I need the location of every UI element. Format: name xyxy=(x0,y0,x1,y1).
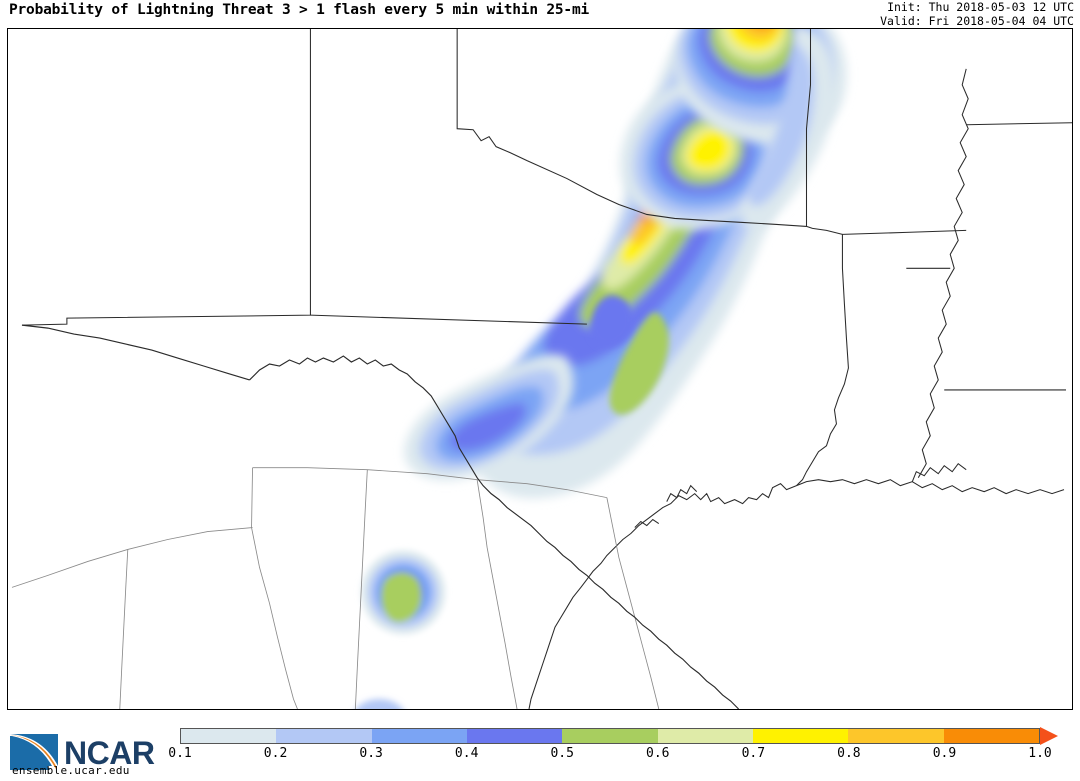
border-new-mexico xyxy=(21,29,311,326)
contour-eastern-halo xyxy=(741,29,836,228)
contour-isolated-cell-sw-texas xyxy=(361,550,446,635)
colorbar-tick-0.5: 0.5 xyxy=(550,746,574,761)
valid-time: Valid: Fri 2018-05-04 04 UTC xyxy=(880,13,1074,28)
colorbar: 0.1 0.2 0.3 0.4 0.5 0.6 0.7 0.8 0.9 1.0 xyxy=(168,727,1064,761)
colorbar-band-0 xyxy=(181,729,277,743)
colorbar-extend-arrow xyxy=(1040,727,1058,745)
colorbar-band-4 xyxy=(562,729,658,743)
colorbar-tick-0.4: 0.4 xyxy=(454,746,479,761)
colorbar-tick-1.0: 1.0 xyxy=(1028,746,1052,761)
init-time: Init: Thu 2018-05-03 12 UTC xyxy=(887,0,1074,14)
colorbar-tick-0.3: 0.3 xyxy=(359,746,383,761)
colorbar-band-6 xyxy=(752,729,849,743)
ncar-url: ensemble.ucar.edu xyxy=(12,764,130,777)
map-frame xyxy=(7,28,1073,710)
colorbar-tick-0.9: 0.9 xyxy=(932,746,957,761)
border-mississippi-river xyxy=(917,68,969,478)
colorbar-tick-0.8: 0.8 xyxy=(837,746,861,761)
border-mexico-states xyxy=(11,467,660,709)
map-borders xyxy=(21,29,1072,709)
border-rio-grande xyxy=(21,324,740,709)
coastline-louisiana xyxy=(796,479,1065,495)
ncar-logo-mark xyxy=(10,734,58,770)
border-oklahoma xyxy=(456,29,528,162)
colorbar-band-8 xyxy=(943,729,1039,743)
colorbar-tick-0.7: 0.7 xyxy=(741,746,766,761)
colorbar-band-5 xyxy=(657,729,753,743)
colorbar-tick-labels: 0.1 0.2 0.3 0.4 0.5 0.6 0.7 0.8 0.9 1.0 xyxy=(168,746,1051,766)
colorbar-tick-0.2: 0.2 xyxy=(263,746,288,761)
contour-southwest-tail xyxy=(404,354,574,481)
border-texas-ne xyxy=(796,234,849,487)
colorbar-band-1 xyxy=(276,729,372,743)
ncar-logo: NCAR xyxy=(6,726,171,778)
colorbar-band-7 xyxy=(848,729,944,743)
contour-blue-blob-west xyxy=(589,295,634,348)
map-canvas xyxy=(11,29,1072,709)
contour-secondary-green-cell xyxy=(609,312,669,415)
colorbar-band-2 xyxy=(371,729,467,743)
colorbar-tick-0.6: 0.6 xyxy=(646,746,670,761)
ncar-wordmark: NCAR xyxy=(64,735,155,771)
contour-faint-bottom-cell xyxy=(356,699,403,709)
page-title: Probability of Lightning Threat 3 > 1 fl… xyxy=(9,2,590,18)
coastline-gulf xyxy=(528,483,797,709)
colorbar-tick-0.1: 0.1 xyxy=(168,746,192,761)
colorbar-gradient xyxy=(180,728,1040,744)
forecast-timestamps: Init: Thu 2018-05-03 12 UTC Valid: Fri 2… xyxy=(880,0,1074,28)
colorbar-band-3 xyxy=(466,729,563,743)
